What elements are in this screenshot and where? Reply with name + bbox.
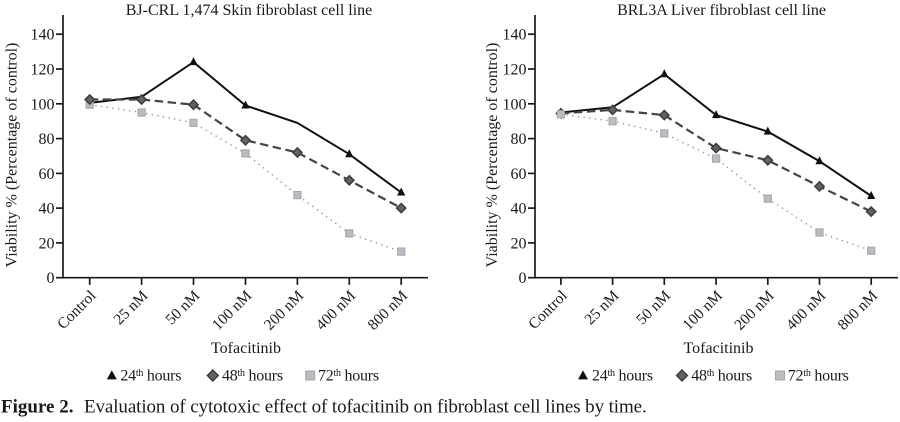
svg-text:24th hours: 24th hours <box>120 368 181 385</box>
svg-text:80: 80 <box>39 131 55 148</box>
svg-text:Figure 2.: Figure 2. <box>1 397 73 418</box>
svg-text:0: 0 <box>47 270 55 287</box>
svg-text:72th hours: 72th hours <box>788 368 849 385</box>
svg-text:20: 20 <box>511 235 527 252</box>
svg-text:80: 80 <box>511 131 527 148</box>
svg-text:40: 40 <box>511 201 527 218</box>
svg-text:100: 100 <box>503 96 527 113</box>
svg-text:24th hours: 24th hours <box>592 368 653 385</box>
svg-text:Tofacitinib: Tofacitinib <box>211 340 281 357</box>
svg-text:72th hours: 72th hours <box>318 368 379 385</box>
svg-text:Viability % (Percentage of con: Viability % (Percentage of control) <box>484 43 501 268</box>
svg-text:140: 140 <box>31 27 55 44</box>
svg-text:120: 120 <box>31 62 55 79</box>
svg-text:Evaluation of cytotoxic effect: Evaluation of cytotoxic effect of tofaci… <box>84 397 647 418</box>
svg-text:48th hours: 48th hours <box>691 368 752 385</box>
svg-text:48th hours: 48th hours <box>222 368 283 385</box>
svg-text:60: 60 <box>511 166 527 183</box>
svg-text:140: 140 <box>503 27 527 44</box>
svg-text:Viability % (Percentage of con: Viability % (Percentage of control) <box>4 43 21 268</box>
svg-text:40: 40 <box>39 201 55 218</box>
svg-text:BRL3A Liver fibroblast cell li: BRL3A Liver fibroblast cell line <box>617 2 826 19</box>
svg-text:20: 20 <box>39 235 55 252</box>
svg-text:120: 120 <box>503 62 527 79</box>
svg-text:100: 100 <box>31 96 55 113</box>
svg-text:60: 60 <box>39 166 55 183</box>
svg-text:0: 0 <box>519 270 527 287</box>
svg-text:Tofacitinib: Tofacitinib <box>684 340 754 357</box>
svg-text:BJ-CRL 1,474 Skin fibroblast c: BJ-CRL 1,474 Skin fibroblast cell line <box>126 2 373 19</box>
